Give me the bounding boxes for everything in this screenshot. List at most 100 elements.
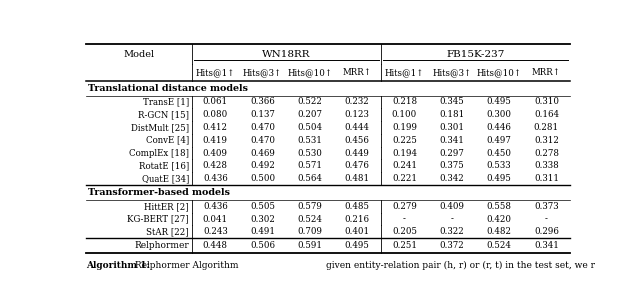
- Text: 0.533: 0.533: [487, 161, 511, 170]
- Text: 0.312: 0.312: [534, 136, 559, 145]
- Text: Relphormer: Relphormer: [134, 241, 189, 250]
- Text: given entity-relation pair (h, r) or (r, t) in the test set, we r: given entity-relation pair (h, r) or (r,…: [326, 261, 595, 270]
- Text: 0.310: 0.310: [534, 98, 559, 106]
- Text: 0.311: 0.311: [534, 174, 559, 183]
- Text: 0.341: 0.341: [439, 136, 464, 145]
- Text: 0.448: 0.448: [203, 241, 228, 250]
- Text: 0.419: 0.419: [203, 136, 228, 145]
- Text: QuatE [34]: QuatE [34]: [141, 174, 189, 183]
- Text: 0.482: 0.482: [486, 227, 511, 236]
- Text: 0.530: 0.530: [298, 148, 323, 158]
- Text: 0.232: 0.232: [345, 98, 369, 106]
- Text: 0.505: 0.505: [250, 202, 275, 211]
- Text: 0.225: 0.225: [392, 136, 417, 145]
- Text: 0.302: 0.302: [250, 214, 275, 224]
- Text: Hits@1↑: Hits@1↑: [195, 68, 235, 77]
- Text: KG-BERT [27]: KG-BERT [27]: [127, 214, 189, 224]
- Text: 0.221: 0.221: [392, 174, 417, 183]
- Text: 0.497: 0.497: [486, 136, 511, 145]
- Text: Hits@3↑: Hits@3↑: [432, 68, 472, 77]
- Text: 0.481: 0.481: [344, 174, 370, 183]
- Text: 0.491: 0.491: [250, 227, 275, 236]
- Text: -: -: [545, 214, 548, 224]
- Text: DistMult [25]: DistMult [25]: [131, 123, 189, 132]
- Text: 0.137: 0.137: [250, 110, 275, 119]
- Text: ConvE [4]: ConvE [4]: [146, 136, 189, 145]
- Text: -: -: [451, 214, 453, 224]
- Text: 0.300: 0.300: [486, 110, 511, 119]
- Text: Algorithm 1:: Algorithm 1:: [86, 261, 150, 270]
- Text: HittER [2]: HittER [2]: [145, 202, 189, 211]
- Text: 0.080: 0.080: [203, 110, 228, 119]
- Text: Translational distance models: Translational distance models: [88, 84, 248, 93]
- Text: 0.449: 0.449: [345, 148, 370, 158]
- Text: 0.709: 0.709: [298, 227, 323, 236]
- Text: 0.199: 0.199: [392, 123, 417, 132]
- Text: 0.420: 0.420: [486, 214, 511, 224]
- Text: 0.485: 0.485: [345, 202, 370, 211]
- Text: 0.251: 0.251: [392, 241, 417, 250]
- Text: 0.558: 0.558: [486, 202, 511, 211]
- Text: 0.401: 0.401: [344, 227, 370, 236]
- Text: 0.375: 0.375: [440, 161, 464, 170]
- Text: 0.579: 0.579: [298, 202, 323, 211]
- Text: 0.470: 0.470: [250, 123, 275, 132]
- Text: 0.495: 0.495: [345, 241, 370, 250]
- Text: TransE [1]: TransE [1]: [143, 98, 189, 106]
- Text: Hits@3↑: Hits@3↑: [243, 68, 282, 77]
- Text: 0.522: 0.522: [298, 98, 323, 106]
- Text: 0.342: 0.342: [440, 174, 464, 183]
- Text: FB15K-237: FB15K-237: [446, 50, 504, 59]
- Text: 0.428: 0.428: [203, 161, 228, 170]
- Text: Hits@1↑: Hits@1↑: [385, 68, 424, 77]
- Text: 0.279: 0.279: [392, 202, 417, 211]
- Text: 0.366: 0.366: [250, 98, 275, 106]
- Text: StAR [22]: StAR [22]: [147, 227, 189, 236]
- Text: 0.338: 0.338: [534, 161, 559, 170]
- Text: 0.409: 0.409: [203, 148, 228, 158]
- Text: 0.500: 0.500: [250, 174, 275, 183]
- Text: 0.296: 0.296: [534, 227, 559, 236]
- Text: 0.495: 0.495: [486, 174, 511, 183]
- Text: 0.243: 0.243: [203, 227, 228, 236]
- Text: 0.373: 0.373: [534, 202, 559, 211]
- Text: Transformer-based models: Transformer-based models: [88, 188, 230, 197]
- Text: 0.476: 0.476: [345, 161, 370, 170]
- Text: 0.531: 0.531: [298, 136, 323, 145]
- Text: 0.164: 0.164: [534, 110, 559, 119]
- Text: 0.241: 0.241: [392, 161, 417, 170]
- Text: 0.524: 0.524: [486, 241, 511, 250]
- Text: 0.301: 0.301: [439, 123, 464, 132]
- Text: 0.341: 0.341: [534, 241, 559, 250]
- Text: 0.205: 0.205: [392, 227, 417, 236]
- Text: 0.041: 0.041: [203, 214, 228, 224]
- Text: 0.345: 0.345: [440, 98, 464, 106]
- Text: 0.409: 0.409: [439, 202, 464, 211]
- Text: 0.372: 0.372: [440, 241, 464, 250]
- Text: 0.506: 0.506: [250, 241, 275, 250]
- Text: 0.412: 0.412: [203, 123, 228, 132]
- Text: Hits@10↑: Hits@10↑: [287, 68, 332, 77]
- Text: Model: Model: [124, 50, 154, 59]
- Text: 0.495: 0.495: [486, 98, 511, 106]
- Text: 0.322: 0.322: [440, 227, 464, 236]
- Text: Relphormer Algorithm: Relphormer Algorithm: [132, 261, 238, 270]
- Text: 0.061: 0.061: [203, 98, 228, 106]
- Text: -: -: [403, 214, 406, 224]
- Text: 0.591: 0.591: [298, 241, 323, 250]
- Text: 0.524: 0.524: [298, 214, 323, 224]
- Text: 0.218: 0.218: [392, 98, 417, 106]
- Text: 0.444: 0.444: [345, 123, 370, 132]
- Text: 0.436: 0.436: [203, 174, 228, 183]
- Text: MRR↑: MRR↑: [342, 68, 372, 77]
- Text: 0.571: 0.571: [298, 161, 323, 170]
- Text: 0.207: 0.207: [298, 110, 323, 119]
- Text: 0.297: 0.297: [439, 148, 464, 158]
- Text: 0.469: 0.469: [250, 148, 275, 158]
- Text: RotatE [16]: RotatE [16]: [139, 161, 189, 170]
- Text: R-GCN [15]: R-GCN [15]: [138, 110, 189, 119]
- Text: 0.281: 0.281: [534, 123, 559, 132]
- Text: ComplEx [18]: ComplEx [18]: [129, 148, 189, 158]
- Text: 0.100: 0.100: [392, 110, 417, 119]
- Text: 0.436: 0.436: [203, 202, 228, 211]
